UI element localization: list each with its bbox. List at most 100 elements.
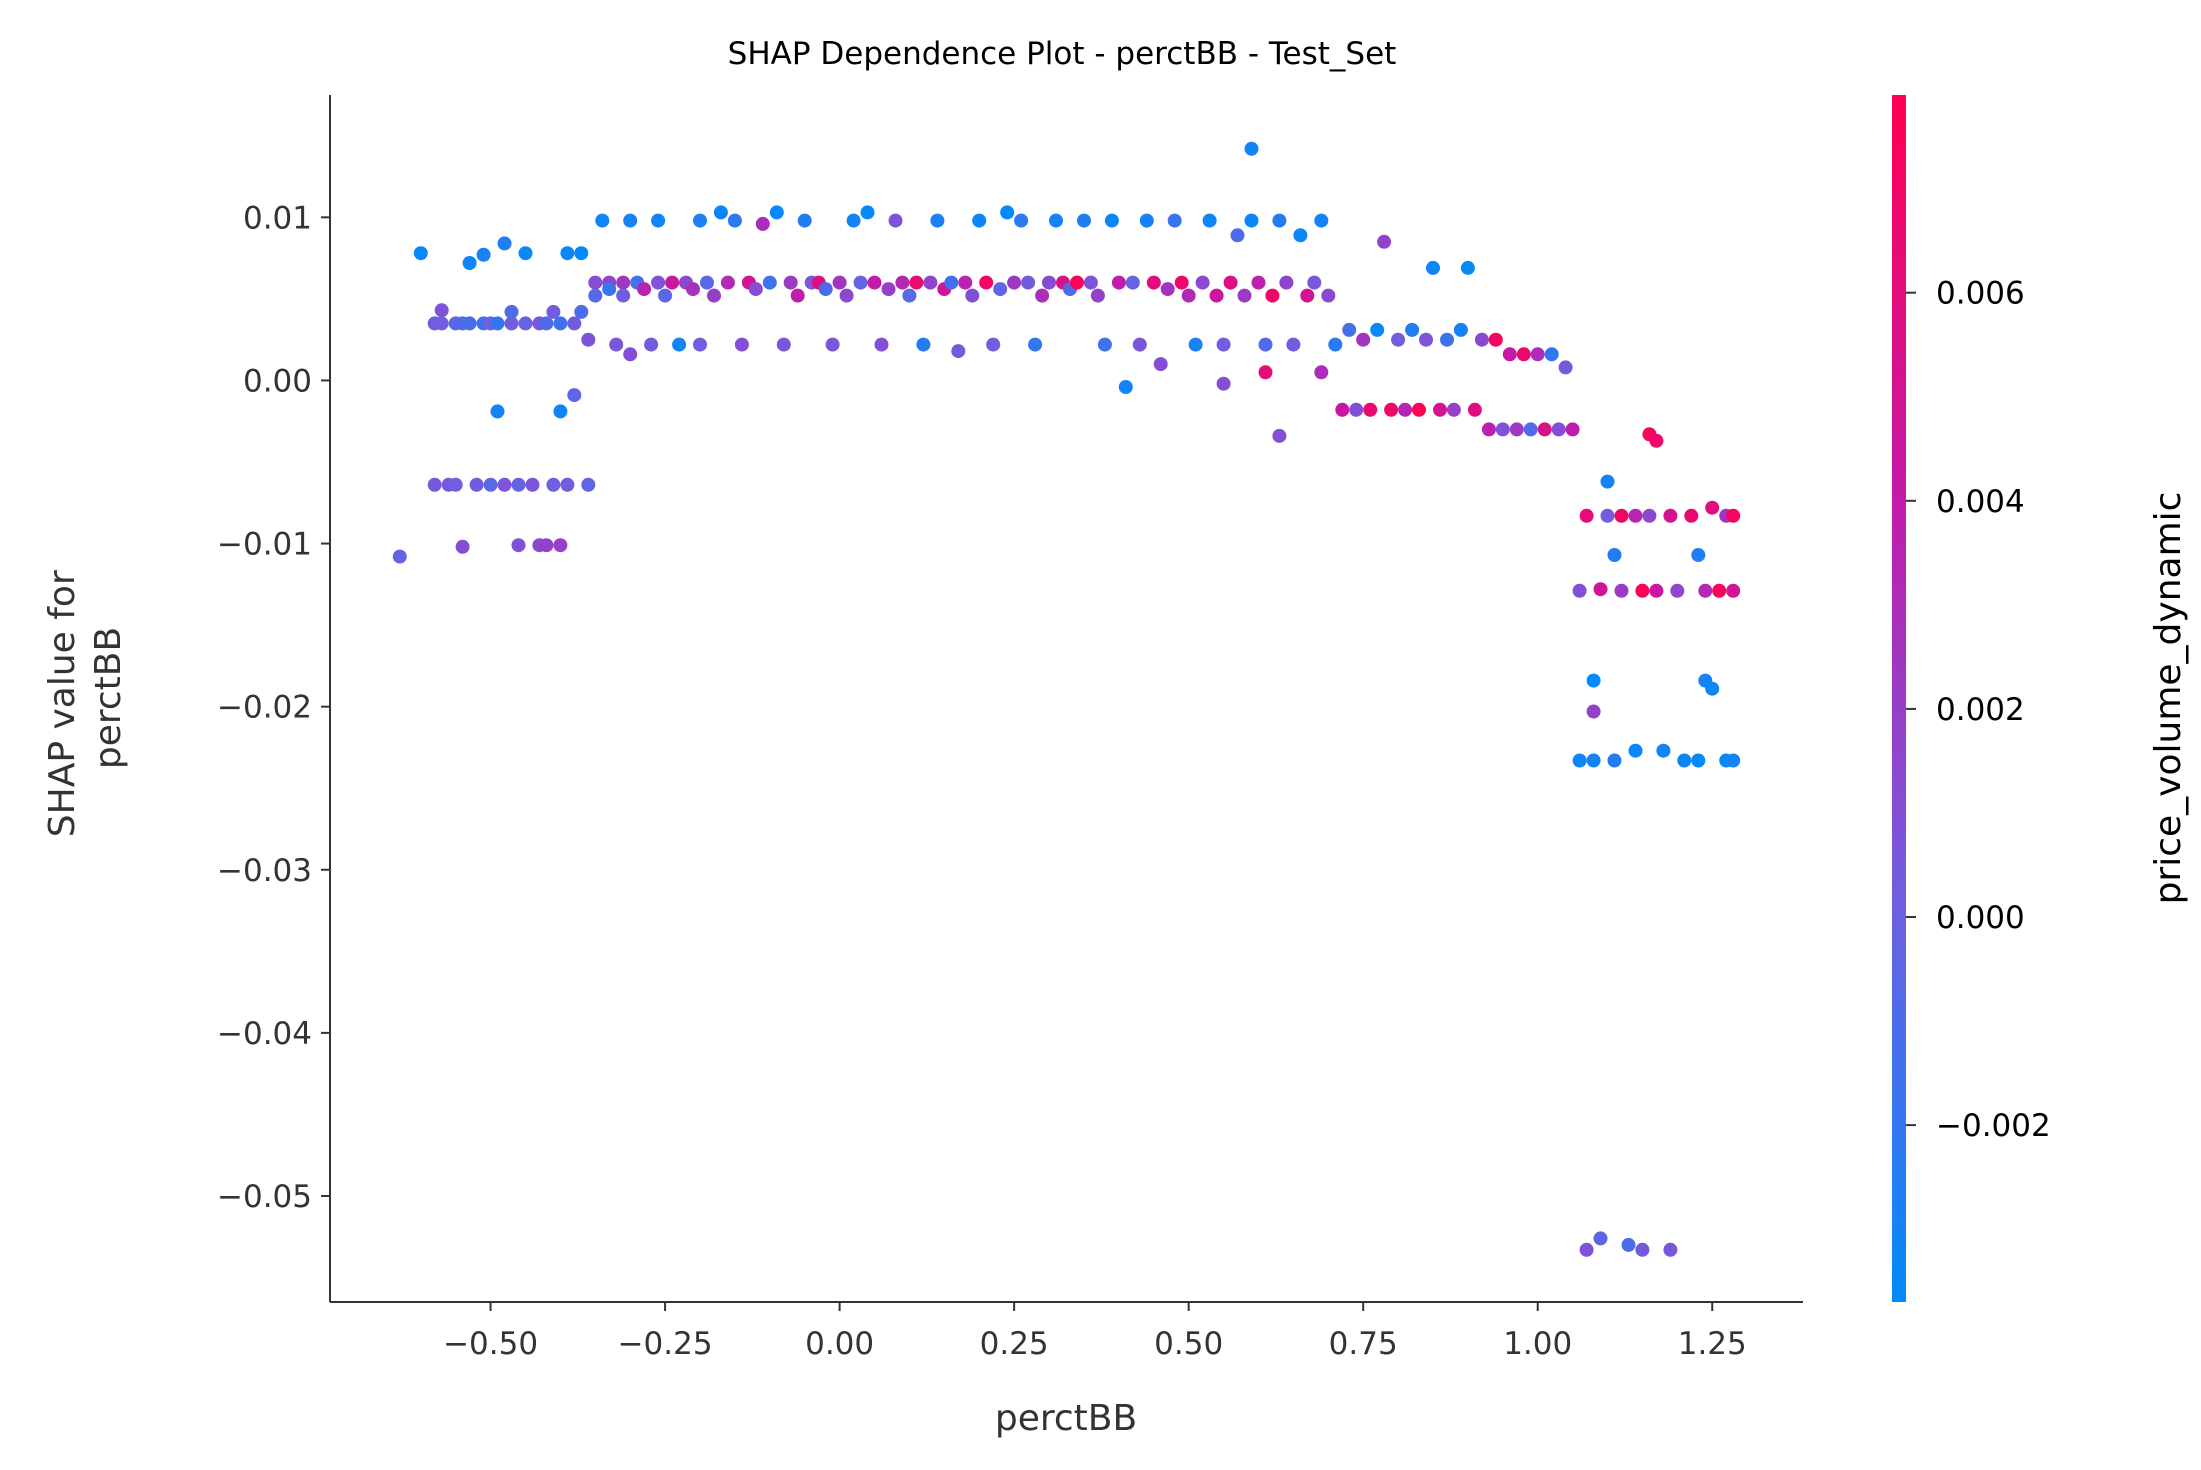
scatter-point	[944, 275, 959, 290]
scatter-point	[1426, 260, 1440, 275]
scatter-point	[644, 337, 659, 352]
scatter-point	[755, 216, 770, 231]
scatter-point	[581, 477, 596, 492]
scatter-point	[825, 337, 840, 352]
scatter-point	[1356, 332, 1371, 347]
scatter-point	[986, 337, 1001, 352]
scatter-point	[1614, 583, 1629, 598]
scatter-point	[1272, 428, 1287, 443]
scatter-point	[1223, 275, 1238, 290]
scatter-point	[1174, 275, 1189, 290]
scatter-point	[1607, 753, 1622, 768]
colorbar-tick-label: 0.002	[1936, 692, 2025, 728]
scatter-point	[462, 316, 477, 331]
scatter-point	[1523, 422, 1538, 437]
scatter-point	[1635, 583, 1650, 598]
scatter-point	[497, 236, 512, 251]
scatter-point	[1090, 288, 1105, 303]
scatter-point	[1453, 322, 1468, 337]
scatter-point	[881, 282, 896, 297]
scatter-point	[707, 288, 721, 303]
scatter-point	[602, 282, 617, 297]
scatter-point	[1097, 337, 1112, 352]
scatter-point	[1349, 402, 1364, 417]
scatter-point	[1077, 213, 1091, 228]
scatter-point	[1279, 275, 1294, 290]
scatter-point	[1398, 402, 1413, 417]
scatter-point	[1726, 583, 1741, 598]
scatter-point	[1670, 583, 1685, 598]
scatter-point	[616, 288, 631, 303]
scatter-point	[867, 275, 882, 290]
scatter-point	[783, 275, 798, 290]
scatter-point	[1726, 753, 1741, 768]
scatter-point	[504, 304, 519, 319]
scatter-point	[832, 275, 847, 290]
scatter-point	[958, 275, 973, 290]
scatter-point	[1244, 213, 1259, 228]
scatter-point	[1146, 275, 1161, 290]
scatter-point	[846, 213, 861, 228]
scatter-point	[1551, 422, 1566, 437]
scatter-point	[1286, 337, 1301, 352]
scatter-point	[1614, 508, 1629, 523]
x-axis-label: perctBB	[995, 1398, 1137, 1439]
scatter-point	[511, 477, 526, 492]
scatter-point	[1230, 228, 1245, 243]
scatter-point	[1132, 337, 1147, 352]
scatter-point	[1125, 275, 1140, 290]
scatter-point	[1391, 332, 1406, 347]
scatter-point	[567, 316, 582, 331]
scatter-point	[483, 477, 498, 492]
scatter-point	[693, 337, 707, 352]
scatter-point	[1565, 422, 1580, 437]
scatter-point	[651, 275, 666, 290]
scatter-point	[490, 316, 505, 331]
scatter-point	[693, 213, 707, 228]
scatter-point	[434, 303, 449, 318]
scatter-point	[455, 539, 470, 554]
scatter-point	[748, 282, 763, 297]
scatter-point	[888, 213, 903, 228]
colorbar-tick-label: 0.006	[1936, 276, 2025, 312]
scatter-point	[595, 213, 610, 228]
colorbar	[1892, 95, 1906, 1302]
scatter-point	[1460, 260, 1475, 275]
y-axis-label: SHAP value for perctBB	[42, 559, 129, 837]
scatter-point	[839, 288, 854, 303]
scatter-point	[413, 246, 428, 261]
scatter-point	[1516, 347, 1531, 362]
y-tick-label: 0.01	[243, 200, 312, 236]
y-axis-label-line1: SHAP value for	[42, 570, 83, 837]
scatter-point	[504, 316, 519, 331]
scatter-point	[769, 205, 784, 220]
scatter-point	[700, 275, 714, 290]
scatter-point	[909, 275, 924, 290]
scatter-points	[392, 141, 1741, 1257]
x-tick-label: −0.25	[618, 1326, 713, 1362]
scatter-point	[1656, 743, 1671, 758]
scatter-point	[1607, 548, 1622, 562]
scatter-point	[1698, 583, 1713, 598]
scatter-point	[518, 316, 533, 331]
scatter-point	[476, 247, 491, 262]
scatter-point	[1153, 357, 1168, 372]
y-tick-label: 0.00	[243, 363, 312, 399]
chart-title: SHAP Dependence Plot - perctBB - Test_Se…	[728, 36, 1397, 72]
scatter-point	[1495, 422, 1510, 437]
scatter-point	[525, 477, 540, 492]
scatter-point	[734, 337, 749, 352]
scatter-point	[1049, 213, 1063, 228]
scatter-point	[1083, 275, 1098, 290]
scatter-point	[1446, 402, 1461, 417]
scatter-point	[1118, 380, 1133, 394]
scatter-point	[1691, 753, 1706, 768]
scatter-point	[1363, 402, 1378, 417]
scatter-point	[1600, 474, 1615, 489]
scatter-point	[1216, 376, 1231, 391]
scatter-point	[1216, 337, 1231, 352]
x-tick-label: 0.75	[1329, 1326, 1398, 1362]
scatter-point	[1251, 275, 1266, 290]
scatter-point	[658, 288, 673, 303]
scatter-point	[1007, 275, 1022, 290]
